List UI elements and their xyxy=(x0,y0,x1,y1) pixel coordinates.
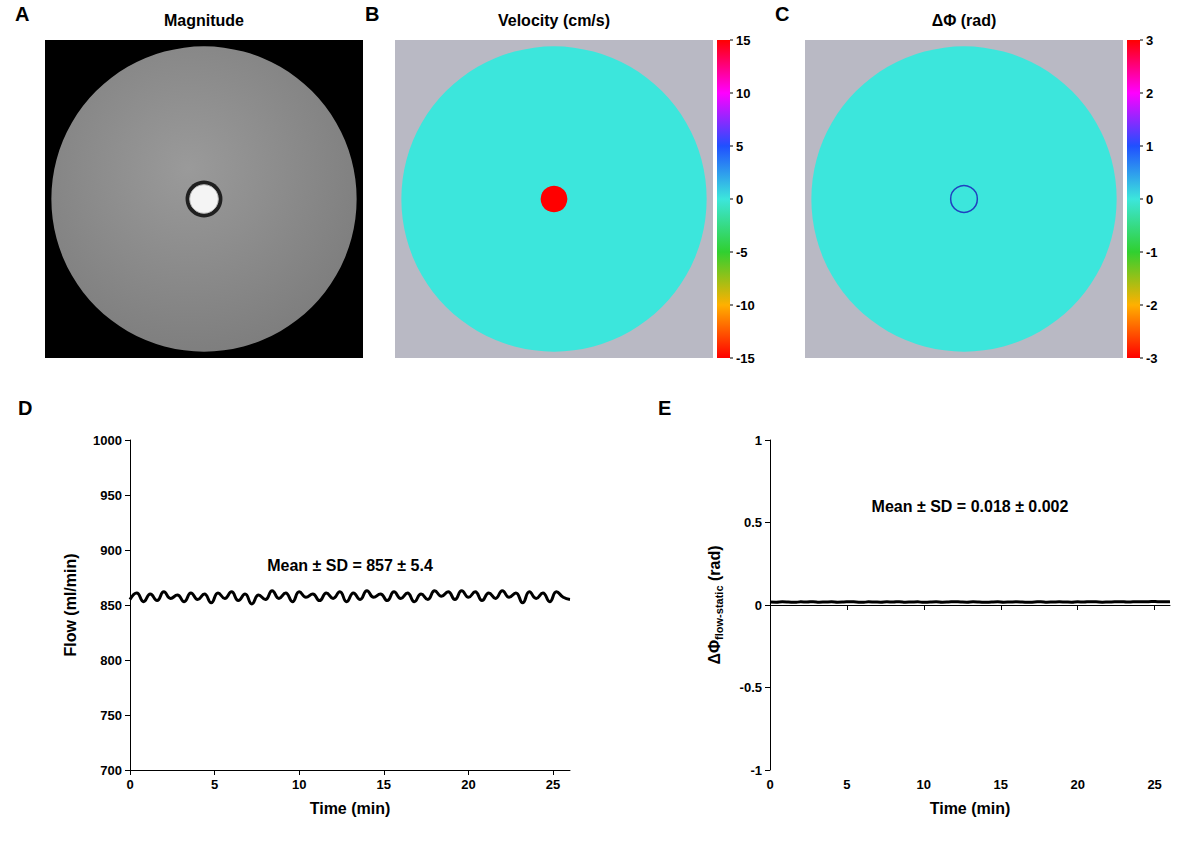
svg-text:0: 0 xyxy=(766,777,773,792)
svg-text:1: 1 xyxy=(1146,139,1153,154)
svg-text:-1: -1 xyxy=(1146,245,1158,260)
svg-text:-1: -1 xyxy=(750,763,762,778)
svg-text:E: E xyxy=(658,397,671,419)
svg-text:3: 3 xyxy=(1146,33,1153,48)
svg-text:10: 10 xyxy=(736,86,750,101)
svg-text:850: 850 xyxy=(100,598,122,613)
svg-text:5: 5 xyxy=(843,777,850,792)
svg-text:Mean ± SD = 0.018 ± 0.002: Mean ± SD = 0.018 ± 0.002 xyxy=(872,498,1069,515)
svg-text:0: 0 xyxy=(736,192,743,207)
svg-text:10: 10 xyxy=(292,777,306,792)
svg-text:0.5: 0.5 xyxy=(744,515,762,530)
svg-text:B: B xyxy=(365,3,379,25)
svg-text:A: A xyxy=(15,3,29,25)
svg-text:(rad): (rad) xyxy=(706,545,723,585)
svg-text:950: 950 xyxy=(100,488,122,503)
svg-text:10: 10 xyxy=(917,777,931,792)
svg-text:0: 0 xyxy=(126,777,133,792)
svg-text:ΔΦ (rad): ΔΦ (rad) xyxy=(932,12,997,29)
svg-text:ΔΦ: ΔΦ xyxy=(706,640,723,665)
svg-text:Magnitude: Magnitude xyxy=(164,12,244,29)
svg-text:D: D xyxy=(18,397,32,419)
svg-text:Time (min): Time (min) xyxy=(930,800,1011,817)
svg-text:-5: -5 xyxy=(736,245,748,260)
svg-text:-3: -3 xyxy=(1146,351,1158,366)
svg-text:-15: -15 xyxy=(736,351,755,366)
svg-text:5: 5 xyxy=(736,139,743,154)
svg-text:1000: 1000 xyxy=(93,433,122,448)
svg-text:15: 15 xyxy=(994,777,1008,792)
svg-text:700: 700 xyxy=(100,763,122,778)
svg-text:25: 25 xyxy=(546,777,560,792)
svg-text:800: 800 xyxy=(100,653,122,668)
svg-text:Flow (ml/min): Flow (ml/min) xyxy=(62,553,79,656)
svg-text:-2: -2 xyxy=(1146,298,1158,313)
svg-text:20: 20 xyxy=(1070,777,1084,792)
svg-text:15: 15 xyxy=(736,33,750,48)
svg-text:2: 2 xyxy=(1146,86,1153,101)
svg-text:1: 1 xyxy=(755,433,762,448)
svg-text:C: C xyxy=(775,3,789,25)
svg-text:750: 750 xyxy=(100,708,122,723)
svg-text:Mean ± SD = 857 ± 5.4: Mean ± SD = 857 ± 5.4 xyxy=(267,557,433,574)
svg-text:20: 20 xyxy=(461,777,475,792)
svg-text:15: 15 xyxy=(377,777,391,792)
svg-text:-10: -10 xyxy=(736,298,755,313)
svg-text:25: 25 xyxy=(1147,777,1161,792)
svg-text:flow-static: flow-static xyxy=(713,585,725,639)
svg-text:-0.5: -0.5 xyxy=(740,680,762,695)
svg-text:5: 5 xyxy=(211,777,218,792)
svg-text:Velocity (cm/s): Velocity (cm/s) xyxy=(498,12,610,29)
svg-text:Time (min): Time (min) xyxy=(310,800,391,817)
svg-text:0: 0 xyxy=(755,598,762,613)
svg-text:0: 0 xyxy=(1146,192,1153,207)
svg-text:900: 900 xyxy=(100,543,122,558)
